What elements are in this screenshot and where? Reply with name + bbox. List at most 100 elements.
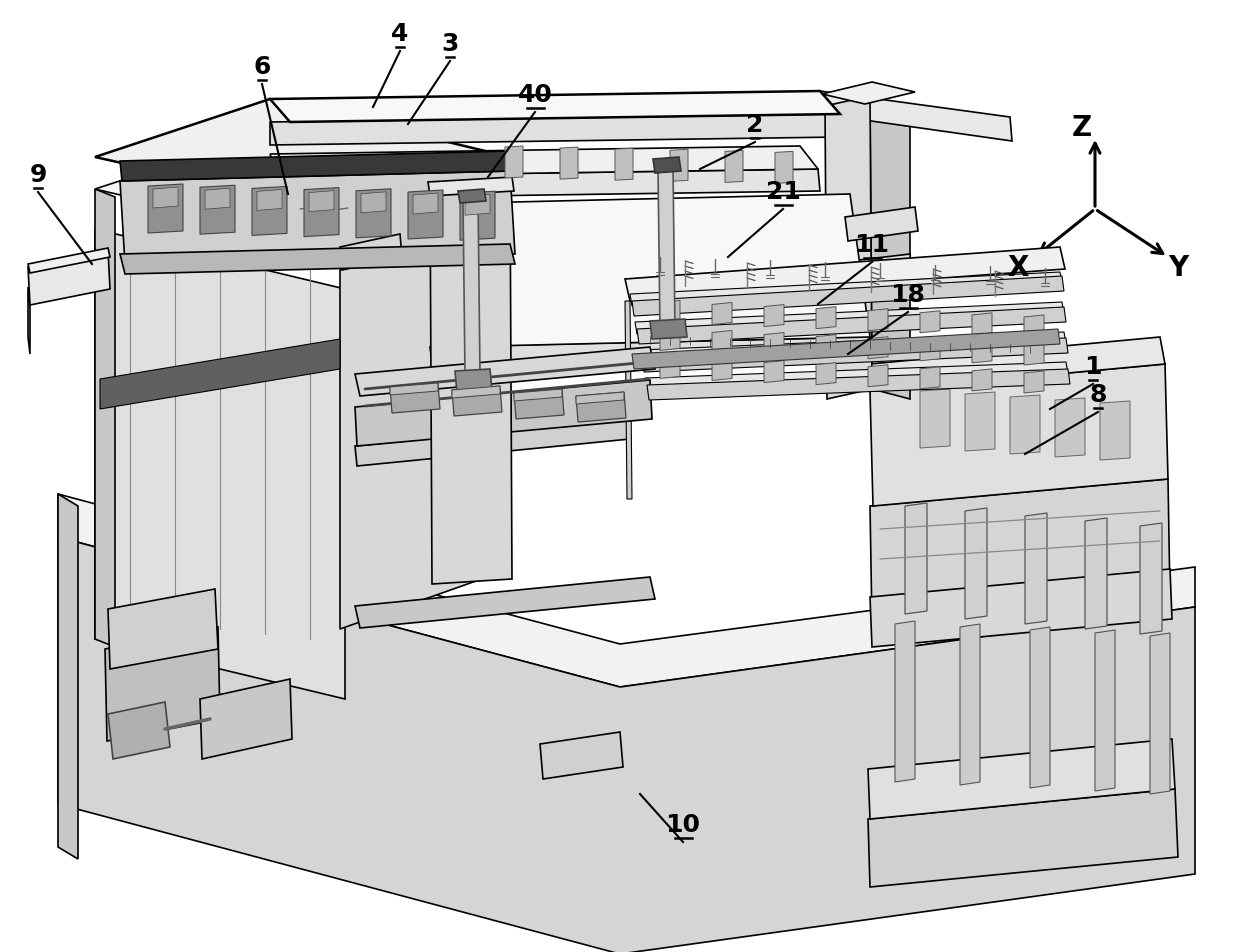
Polygon shape [615,149,632,181]
Polygon shape [205,189,229,210]
Polygon shape [105,627,219,742]
Polygon shape [635,303,1064,335]
Polygon shape [972,342,992,364]
Polygon shape [95,189,115,647]
Polygon shape [1030,627,1050,788]
Polygon shape [725,151,743,183]
Polygon shape [515,389,562,402]
Polygon shape [816,307,836,329]
Polygon shape [153,188,179,208]
Polygon shape [270,147,818,178]
Polygon shape [108,589,218,669]
Polygon shape [870,569,1172,647]
Polygon shape [920,311,940,333]
Text: Y: Y [1168,254,1188,282]
Polygon shape [640,332,1066,363]
Text: 11: 11 [854,232,889,257]
Polygon shape [1140,524,1162,634]
Polygon shape [660,357,680,379]
Polygon shape [252,188,286,236]
Polygon shape [270,115,839,146]
Polygon shape [1024,316,1044,338]
Polygon shape [712,331,732,353]
Polygon shape [430,183,512,585]
Polygon shape [560,148,578,180]
Polygon shape [764,306,784,327]
Text: 21: 21 [765,180,801,204]
Polygon shape [658,168,675,331]
Polygon shape [455,369,492,393]
Polygon shape [200,186,236,235]
Polygon shape [100,340,340,409]
Polygon shape [868,366,888,387]
Polygon shape [647,369,1070,401]
Text: 4: 4 [392,22,409,46]
Polygon shape [505,147,523,179]
Polygon shape [764,361,784,383]
Polygon shape [413,194,438,215]
Polygon shape [355,381,652,446]
Polygon shape [965,392,994,451]
Polygon shape [868,309,888,331]
Polygon shape [1100,402,1130,461]
Text: 1: 1 [1084,355,1102,379]
Polygon shape [1024,371,1044,393]
Text: 10: 10 [666,812,701,836]
Polygon shape [458,189,486,204]
Polygon shape [868,337,888,359]
Polygon shape [58,494,1195,687]
Polygon shape [408,190,443,240]
Polygon shape [653,158,681,174]
Polygon shape [120,151,512,182]
Polygon shape [515,389,564,420]
Polygon shape [430,195,870,347]
Polygon shape [870,480,1171,625]
Polygon shape [825,255,911,291]
Polygon shape [29,251,110,306]
Polygon shape [460,192,495,241]
Polygon shape [95,229,345,700]
Polygon shape [391,384,440,413]
Polygon shape [465,195,490,216]
Polygon shape [1055,399,1085,458]
Polygon shape [920,367,940,389]
Polygon shape [304,188,339,237]
Text: 2: 2 [746,113,764,137]
Polygon shape [453,387,500,399]
Polygon shape [58,494,78,859]
Polygon shape [29,248,110,274]
Polygon shape [625,302,632,500]
Polygon shape [868,739,1176,819]
Polygon shape [660,329,680,351]
Polygon shape [355,347,655,397]
Text: X: X [1007,254,1029,282]
Polygon shape [361,192,386,213]
Polygon shape [895,622,915,783]
Text: 3: 3 [441,32,459,56]
Polygon shape [712,303,732,326]
Text: 9: 9 [30,163,47,187]
Polygon shape [775,152,794,184]
Polygon shape [356,189,391,239]
Polygon shape [1011,396,1040,454]
Polygon shape [428,178,515,197]
Text: Z: Z [1071,114,1092,142]
Polygon shape [630,272,1061,307]
Polygon shape [905,504,928,614]
Polygon shape [870,97,910,400]
Polygon shape [577,392,624,405]
Polygon shape [670,150,688,182]
Polygon shape [816,364,836,386]
Polygon shape [148,185,184,234]
Text: 8: 8 [1089,383,1106,407]
Polygon shape [355,420,630,466]
Polygon shape [650,320,687,340]
Polygon shape [712,359,732,381]
Polygon shape [625,248,1065,302]
Polygon shape [340,235,402,270]
Polygon shape [764,333,784,355]
Polygon shape [660,301,680,323]
Polygon shape [463,198,480,377]
Polygon shape [972,313,992,335]
Polygon shape [1085,519,1107,629]
